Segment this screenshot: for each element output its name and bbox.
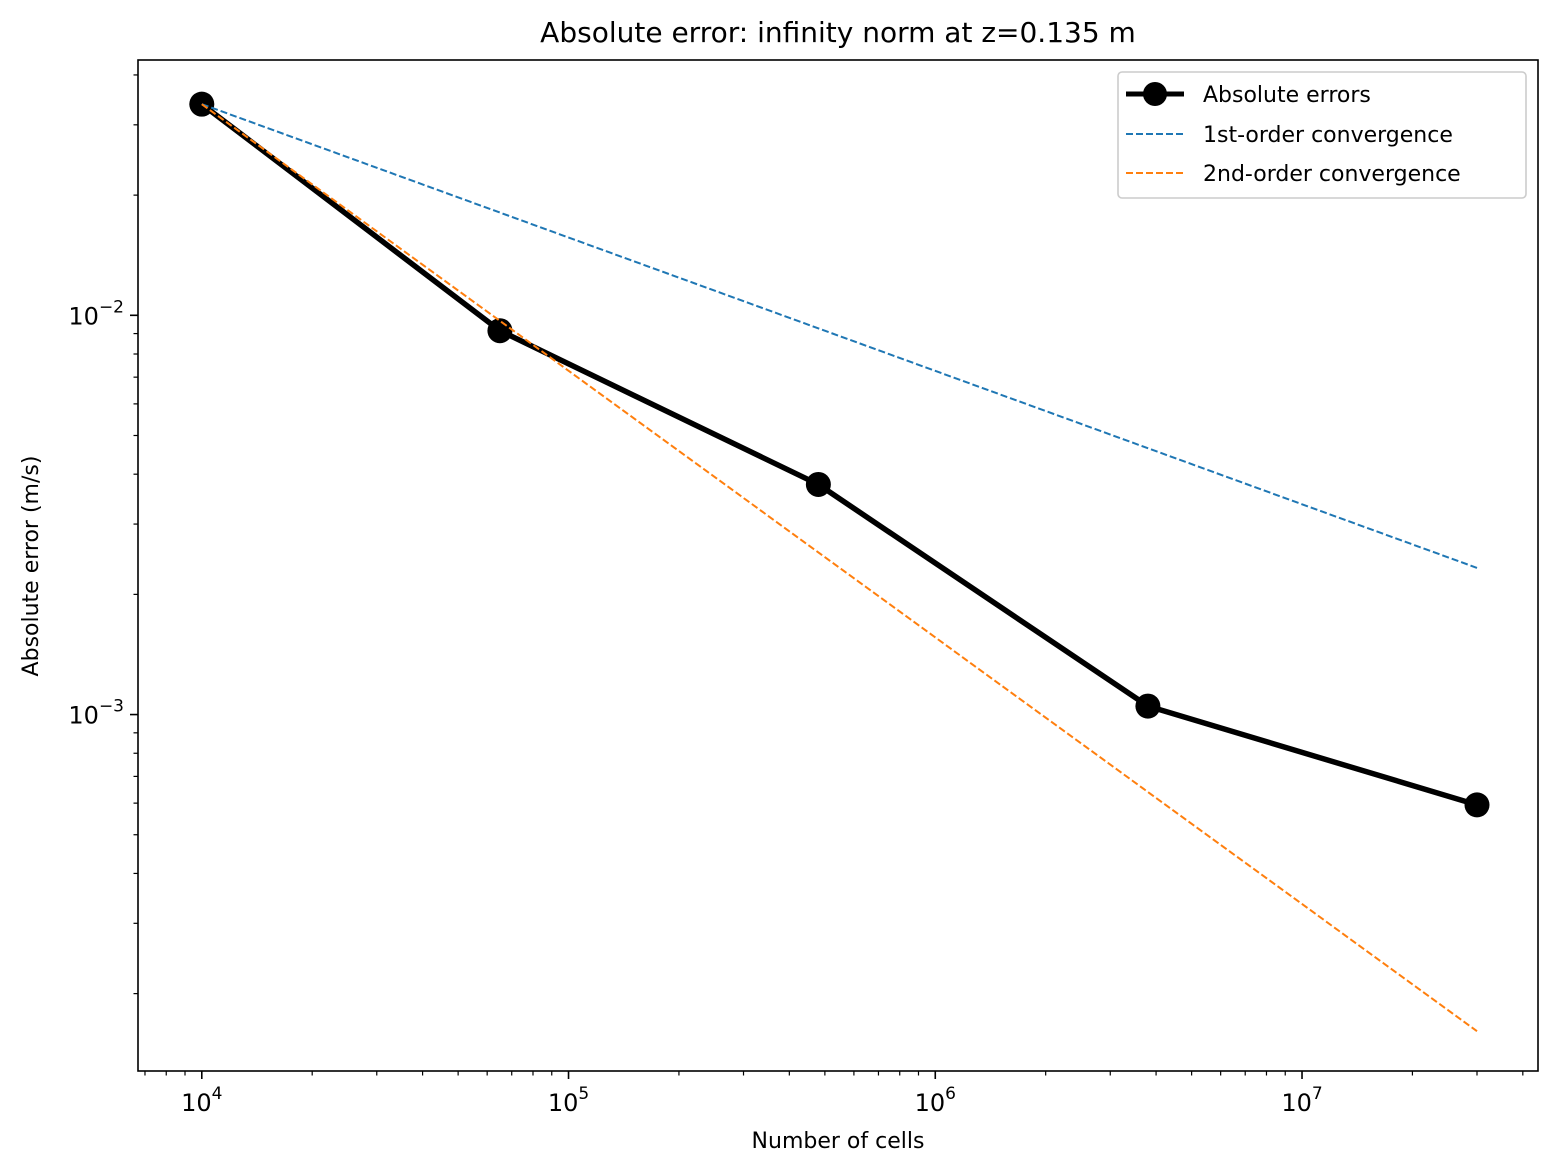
data-point [1135,693,1161,719]
legend-box [1117,71,1527,199]
y-tick-label: 10−2 [68,297,124,330]
series-line-1st-order-convergence [201,103,1478,569]
x-tick-label: 106 [915,1084,956,1117]
legend: Absolute errors 1st-order convergence 2n… [1117,71,1527,199]
legend-marker-absolute-errors [1143,82,1167,106]
x-tick-label: 104 [181,1084,222,1117]
x-tick-label: 105 [548,1084,589,1117]
legend-label-2nd-order: 2nd-order convergence [1203,162,1461,187]
x-axis-label: Number of cells [752,1129,925,1154]
series-line-2nd-order-convergence [201,103,1478,1033]
chart-title: Absolute error: infinity norm at z=0.135… [540,16,1136,49]
data-point [487,318,513,344]
legend-label-absolute-errors: Absolute errors [1203,83,1371,108]
x-tick-label: 107 [1281,1084,1322,1117]
plot-area [189,91,1490,1033]
data-point [805,471,831,497]
data-point [1464,792,1490,818]
y-axis-label: Absolute error (m/s) [19,456,44,677]
axes-frame [137,59,1539,1072]
axis-ticks: 104 105 106 107 10−2 10−3 [68,74,1524,1117]
y-tick-label: 10−3 [68,697,124,730]
legend-label-1st-order: 1st-order convergence [1203,123,1453,148]
